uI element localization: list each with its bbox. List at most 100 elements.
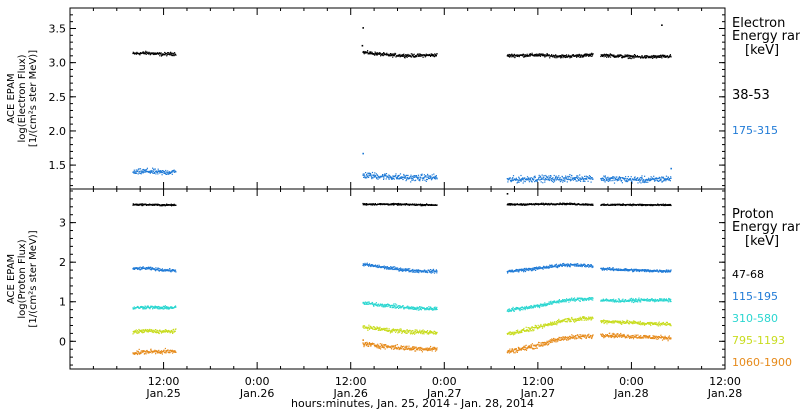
data-point <box>526 308 529 310</box>
data-point <box>367 50 369 52</box>
data-point <box>168 269 170 271</box>
data-point <box>407 330 409 332</box>
data-point <box>559 300 561 302</box>
data-point <box>620 301 622 303</box>
data-point <box>421 173 423 175</box>
data-point <box>657 299 659 301</box>
data-point <box>413 331 415 333</box>
data-point <box>526 176 529 178</box>
data-point <box>648 300 650 302</box>
data-point <box>392 175 394 177</box>
data-point <box>650 299 652 301</box>
data-point <box>539 326 541 328</box>
data-point <box>651 55 653 57</box>
data-point <box>641 55 643 57</box>
data-point <box>420 271 422 273</box>
data-point <box>435 332 437 334</box>
data-point <box>645 270 648 272</box>
data-point <box>654 180 656 182</box>
data-point <box>429 308 431 310</box>
data-point <box>579 319 581 321</box>
data-point <box>651 56 653 58</box>
data-point <box>525 179 528 181</box>
data-point <box>541 178 543 180</box>
data-point <box>387 204 389 206</box>
series-175-315 <box>132 152 672 184</box>
data-point <box>393 53 395 55</box>
data-point <box>412 268 414 271</box>
data-point <box>640 301 642 303</box>
data-point <box>526 330 529 332</box>
data-point <box>545 176 547 178</box>
data-point <box>391 304 393 306</box>
data-point <box>543 54 545 56</box>
data-point <box>376 264 378 266</box>
data-point <box>364 327 366 329</box>
data-point <box>397 306 399 308</box>
data-point <box>513 54 515 56</box>
data-point <box>154 306 156 308</box>
data-point <box>147 268 149 270</box>
data-point <box>569 175 571 178</box>
data-point <box>583 178 585 180</box>
data-point <box>613 301 616 303</box>
data-point <box>402 55 404 57</box>
data-point <box>562 57 564 59</box>
data-point <box>558 179 560 181</box>
data-point <box>167 172 169 174</box>
data-point <box>399 331 401 333</box>
data-point <box>512 306 514 308</box>
data-point <box>416 309 418 311</box>
data-point <box>417 178 419 180</box>
data-point <box>430 54 433 56</box>
data-point <box>378 264 380 266</box>
data-point <box>366 327 368 329</box>
data-point <box>557 302 559 304</box>
data-point <box>512 55 514 57</box>
data-point <box>137 268 139 270</box>
data-point <box>140 329 143 331</box>
data-point <box>609 54 611 56</box>
data-point <box>365 172 367 174</box>
data-point <box>661 300 664 302</box>
data-point <box>553 323 555 325</box>
data-point <box>519 310 521 312</box>
data-point <box>383 52 385 54</box>
data-point <box>613 56 615 58</box>
data-point <box>547 325 549 327</box>
data-point <box>364 303 366 305</box>
data-point <box>573 299 575 301</box>
data-point <box>169 330 171 332</box>
data-point <box>582 56 584 58</box>
data-point <box>534 181 536 183</box>
data-point <box>556 267 559 269</box>
data-point <box>531 54 533 56</box>
data-point <box>644 300 646 302</box>
data-point <box>430 55 432 57</box>
data-point <box>400 204 402 206</box>
data-point <box>568 299 570 301</box>
data-point <box>656 178 658 180</box>
data-point <box>563 179 565 181</box>
data-point <box>147 268 149 270</box>
data-point <box>618 176 620 178</box>
data-point <box>414 175 416 177</box>
data-point <box>383 177 385 179</box>
data-point <box>409 177 411 179</box>
data-point <box>363 204 365 206</box>
data-point <box>655 55 657 57</box>
data-point <box>404 177 406 179</box>
data-point <box>556 301 559 303</box>
data-point <box>662 176 665 178</box>
data-point <box>518 176 520 178</box>
data-point <box>412 333 414 335</box>
data-point <box>419 329 421 331</box>
data-point <box>424 270 426 272</box>
data-point <box>653 56 655 59</box>
data-point <box>386 328 388 330</box>
data-point <box>412 178 414 180</box>
data-point <box>424 54 426 56</box>
data-point <box>368 264 370 266</box>
data-point <box>163 54 165 56</box>
